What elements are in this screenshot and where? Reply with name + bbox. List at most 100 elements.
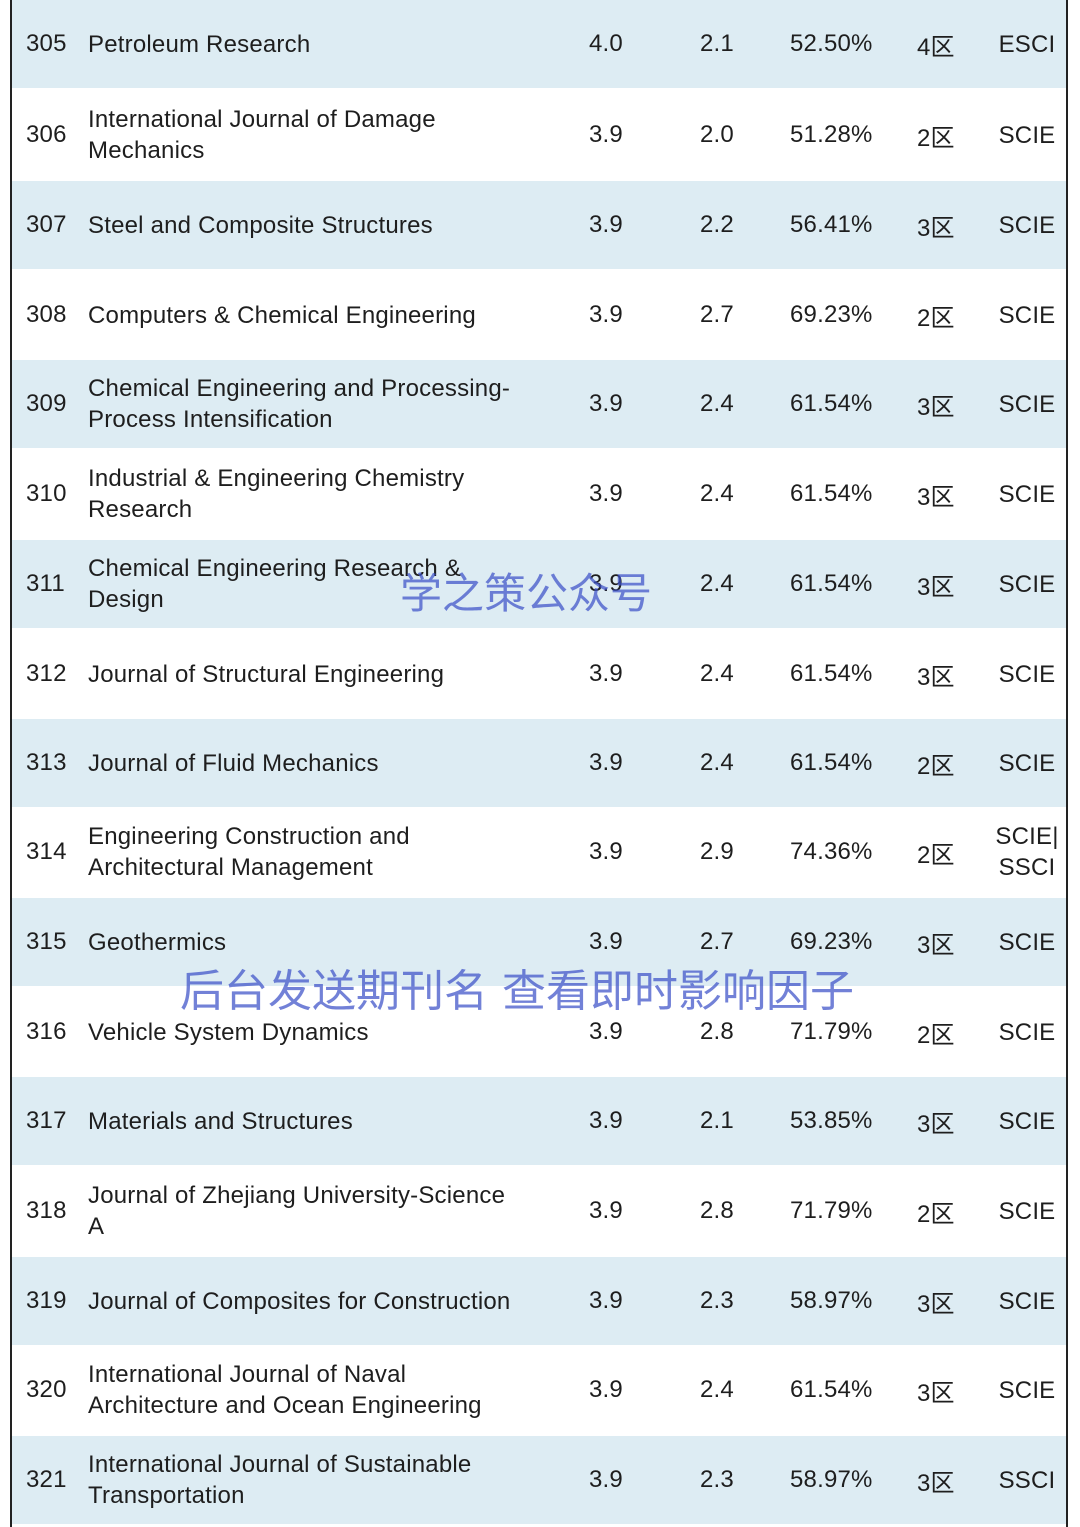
index-cell: SCIE — [998, 1107, 1056, 1135]
impact-factor-cell: 2.8 — [700, 1197, 734, 1224]
table-row: 311 Chemical Engineering Research & Desig… — [12, 540, 1066, 628]
five-year-if-cell: 3.9 — [589, 121, 623, 148]
impact-factor-cell: 2.4 — [700, 1376, 734, 1403]
five-year-if-cell: 3.9 — [589, 1018, 623, 1045]
zone-cell: 2区 — [917, 304, 955, 332]
five-year-if-cell: 4.0 — [589, 30, 623, 57]
percentile-cell: 71.79% — [790, 1018, 873, 1045]
percentile-cell: 61.54% — [790, 390, 873, 417]
zone-cell: 2区 — [917, 752, 955, 780]
percentile-cell: 61.54% — [790, 749, 873, 776]
zone-cell: 3区 — [917, 573, 955, 601]
impact-factor-cell: 2.4 — [700, 480, 734, 507]
impact-factor-cell: 2.7 — [700, 301, 734, 328]
percentile-cell: 61.54% — [790, 480, 873, 507]
five-year-if-cell: 3.9 — [589, 1107, 623, 1134]
impact-factor-cell: 2.0 — [700, 121, 734, 148]
rank-cell: 321 — [26, 1466, 67, 1493]
percentile-cell: 69.23% — [790, 301, 873, 328]
percentile-cell: 69.23% — [790, 928, 873, 955]
table-row: 309 Chemical Engineering and Processing- … — [12, 360, 1066, 448]
zone-cell: 3区 — [917, 214, 955, 242]
journal-name-cell: Steel and Composite Structures — [88, 211, 433, 239]
rank-cell: 308 — [26, 301, 67, 328]
rank-cell: 317 — [26, 1107, 67, 1134]
journal-name-cell: International Journal of Naval Architect… — [88, 1361, 482, 1419]
index-cell: SCIE — [998, 390, 1056, 418]
zone-cell: 3区 — [917, 663, 955, 691]
zone-cell: 3区 — [917, 1290, 955, 1318]
five-year-if-cell: 3.9 — [589, 480, 623, 507]
rank-cell: 306 — [26, 121, 67, 148]
journal-name-cell: Engineering Construction and Architectur… — [88, 823, 410, 881]
journal-name-cell: International Journal of Sustainable Tra… — [88, 1451, 472, 1509]
journal-name-cell: Computers & Chemical Engineering — [88, 301, 476, 329]
table-row: 316 Vehicle System Dynamics 3.9 2.8 71.79% 2区… — [12, 988, 1066, 1076]
journal-name-cell: Chemical Engineering and Processing- Pro… — [88, 375, 511, 433]
index-cell: ESCI — [998, 30, 1056, 58]
rank-cell: 320 — [26, 1376, 67, 1403]
index-cell: SCIE — [998, 480, 1056, 508]
zone-cell: 4区 — [917, 33, 955, 61]
impact-factor-cell: 2.3 — [700, 1287, 734, 1314]
zone-cell: 3区 — [917, 931, 955, 959]
five-year-if-cell: 3.9 — [589, 390, 623, 417]
impact-factor-cell: 2.4 — [700, 570, 734, 597]
zone-cell: 2区 — [917, 1021, 955, 1049]
table-row: 315 Geothermics 3.9 2.7 69.23% 3区 SCIE — [12, 898, 1066, 986]
journal-name-cell: Geothermics — [88, 928, 227, 956]
journal-name-cell: Journal of Fluid Mechanics — [88, 749, 379, 777]
journal-table: 305 Petroleum Research 4.0 2.1 52.50% 4区 ESCI 3… — [10, 0, 1068, 1527]
five-year-if-cell: 3.9 — [589, 570, 623, 597]
five-year-if-cell: 3.9 — [589, 928, 623, 955]
five-year-if-cell: 3.9 — [589, 1466, 623, 1493]
rank-cell: 312 — [26, 660, 67, 687]
five-year-if-cell: 3.9 — [589, 660, 623, 687]
impact-factor-cell: 2.1 — [700, 30, 734, 57]
percentile-cell: 58.97% — [790, 1287, 873, 1314]
zone-cell: 2区 — [917, 841, 955, 869]
journal-name-cell: Vehicle System Dynamics — [88, 1018, 369, 1046]
five-year-if-cell: 3.9 — [589, 1376, 623, 1403]
table-row: 312 Journal of Structural Engineering 3.9 2… — [12, 630, 1066, 718]
table-row: 308 Computers & Chemical Engineering 3.9 2.… — [12, 271, 1066, 359]
rank-cell: 309 — [26, 390, 67, 417]
percentile-cell: 51.28% — [790, 121, 873, 148]
index-cell: SCIE — [998, 749, 1056, 777]
table-row: 307 Steel and Composite Structures 3.9 2.2 5… — [12, 181, 1066, 269]
journal-name-cell: Journal of Zhejiang University-Science A — [88, 1182, 506, 1240]
rank-cell: 310 — [26, 480, 67, 507]
percentile-cell: 61.54% — [790, 1376, 873, 1403]
percentile-cell: 52.50% — [790, 30, 873, 57]
five-year-if-cell: 3.9 — [589, 749, 623, 776]
zone-cell: 2区 — [917, 124, 955, 152]
five-year-if-cell: 3.9 — [589, 1287, 623, 1314]
table-row: 321 International Journal of Sustainable … — [12, 1436, 1066, 1524]
zone-cell: 3区 — [917, 1379, 955, 1407]
journal-name-cell: Journal of Structural Engineering — [88, 660, 445, 688]
impact-factor-cell: 2.9 — [700, 838, 734, 865]
table-row: 305 Petroleum Research 4.0 2.1 52.50% 4区 ESCI — [12, 0, 1066, 88]
zone-cell: 3区 — [917, 483, 955, 511]
index-cell: SCIE — [998, 1018, 1056, 1046]
percentile-cell: 61.54% — [790, 570, 873, 597]
journal-name-cell: Journal of Composites for Construction — [88, 1287, 511, 1315]
percentile-cell: 61.54% — [790, 660, 873, 687]
index-cell: SCIE — [998, 211, 1056, 239]
five-year-if-cell: 3.9 — [589, 838, 623, 865]
impact-factor-cell: 2.4 — [700, 749, 734, 776]
index-cell: SCIE — [998, 1197, 1056, 1225]
percentile-cell: 74.36% — [790, 838, 873, 865]
rank-cell: 311 — [26, 570, 65, 597]
impact-factor-cell: 2.4 — [700, 660, 734, 687]
table-row: 320 International Journal of Naval Archit… — [12, 1346, 1066, 1434]
table-row: 310 Industrial & Engineering Chemistry Re… — [12, 450, 1066, 538]
index-cell: SCIE| SSCI — [995, 823, 1059, 881]
rank-cell: 307 — [26, 211, 67, 238]
journal-name-cell: International Journal of Damage Mechanic… — [88, 106, 436, 164]
impact-factor-cell: 2.4 — [700, 390, 734, 417]
table-row: 314 Engineering Construction and Architec… — [12, 808, 1066, 896]
index-cell: SCIE — [998, 928, 1056, 956]
index-cell: SCIE — [998, 660, 1056, 688]
table-row: 319 Journal of Composites for Constructio… — [12, 1257, 1066, 1345]
